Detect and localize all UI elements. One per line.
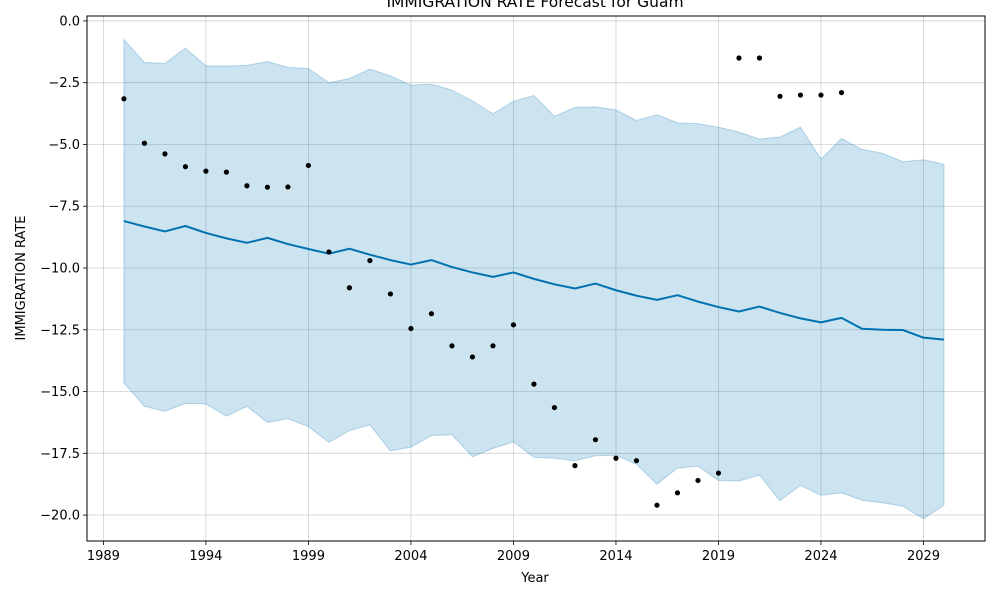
observed-point: [695, 477, 701, 484]
y-tick-label: −15.0: [40, 385, 80, 400]
observed-point: [408, 325, 414, 332]
x-tick-label: 1994: [189, 549, 222, 564]
x-tick-label: 2029: [907, 549, 940, 564]
observed-point: [264, 184, 271, 190]
observed-point: [244, 183, 250, 189]
axis-ticks: 1989 1994 1999 2004 2009 2014 2019 2024 2029 0.0 −…: [40, 14, 940, 564]
observed-point: [756, 55, 763, 61]
observed-point: [490, 343, 496, 349]
observed-point: [674, 490, 681, 496]
observed-point: [613, 455, 619, 461]
observed-point: [715, 470, 722, 476]
observed-point: [203, 168, 209, 174]
y-tick-label: −7.5: [48, 200, 80, 215]
observed-point: [305, 162, 312, 169]
y-tick-label: −20.0: [40, 509, 80, 524]
observed-point: [777, 93, 783, 99]
x-tick-label: 2004: [394, 549, 427, 564]
observed-point: [162, 151, 168, 157]
y-tick-label: −17.5: [40, 447, 80, 462]
observed-point: [572, 463, 578, 469]
observed-point: [428, 311, 435, 317]
x-tick-label: 1999: [292, 549, 325, 564]
observed-point: [367, 257, 373, 264]
observed-point: [449, 343, 455, 349]
y-tick-label: −12.5: [40, 323, 80, 338]
observed-point: [551, 404, 558, 411]
observed-point: [654, 502, 660, 508]
y-axis-title: IMMIGRATION RATE: [14, 216, 29, 341]
x-tick-label: 2014: [599, 549, 632, 564]
observed-point: [141, 140, 148, 146]
observed-point: [818, 92, 824, 98]
observed-point: [469, 354, 476, 360]
observed-points-layer: [121, 55, 845, 508]
observed-point: [223, 169, 230, 175]
forecast-line: [123, 220, 945, 341]
observed-point: [531, 381, 537, 387]
observed-point: [633, 458, 640, 464]
observed-point: [592, 437, 599, 443]
observed-point: [182, 164, 189, 170]
forecast-line-layer: [123, 220, 945, 341]
x-tick-label: 1989: [87, 549, 120, 564]
x-tick-label: 2009: [497, 549, 530, 564]
y-tick-label: −5.0: [48, 138, 80, 153]
y-tick-label: −10.0: [40, 262, 80, 277]
observed-point: [326, 249, 332, 255]
observed-point: [285, 184, 291, 190]
x-axis-title: Year: [520, 571, 549, 586]
observed-point: [121, 96, 127, 102]
observed-point: [510, 322, 517, 328]
chart-title: IMMIGRATION RATE Forecast for Guam: [386, 0, 683, 11]
y-tick-label: 0.0: [59, 14, 80, 29]
observed-point: [346, 285, 353, 291]
plot-frame: [86, 15, 986, 542]
x-tick-label: 2019: [702, 549, 735, 564]
observed-point: [736, 55, 742, 61]
observed-point: [797, 92, 804, 98]
observed-point: [838, 89, 845, 96]
y-tick-label: −2.5: [48, 76, 80, 91]
observed-point: [387, 291, 394, 297]
x-tick-label: 2024: [804, 549, 837, 564]
grid-lines: [87, 16, 985, 541]
